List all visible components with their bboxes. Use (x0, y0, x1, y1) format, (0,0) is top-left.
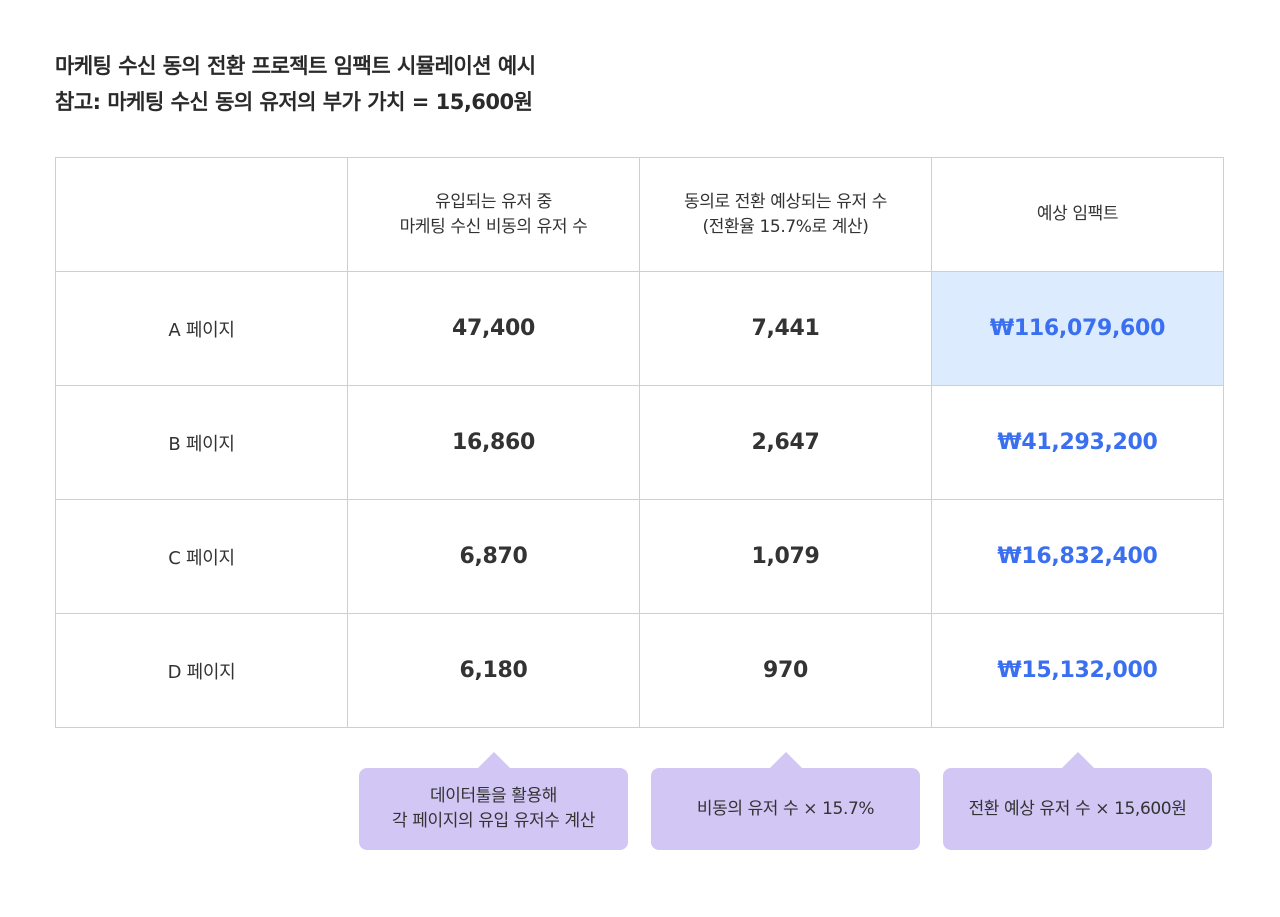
header-expected-impact: 예상 임팩트 (931, 157, 1224, 272)
callout-text-line: 비동의 유저 수 × 15.7% (696, 798, 875, 819)
table-header-row: 유입되는 유저 중 마케팅 수신 비동의 유저 수 동의로 전환 예상되는 유저… (55, 157, 1224, 272)
header-empty-cell (55, 157, 348, 272)
header-text-line: 유입되는 유저 중 (435, 191, 552, 212)
nonconsent-users-value: 6,870 (347, 499, 640, 614)
converted-users-value: 2,647 (639, 385, 932, 500)
header-text-line: 마케팅 수신 비동의 유저 수 (399, 216, 588, 237)
callout-text-line: 각 페이지의 유입 유저수 계산 (392, 811, 595, 831)
callout-conversion-formula: 비동의 유저 수 × 15.7% (651, 752, 920, 850)
callout-user-count-method: 데이터툴을 활용해 각 페이지의 유입 유저수 계산 (359, 752, 628, 850)
table-row: D 페이지 6,180 970 ₩15,132,000 (55, 613, 1224, 728)
header-text-line: 동의로 전환 예상되는 유저 수 (684, 191, 887, 212)
converted-users-value: 1,079 (639, 499, 932, 614)
header-expected-converted: 동의로 전환 예상되는 유저 수 (전환율 15.7%로 계산) (639, 157, 932, 272)
table-row: C 페이지 6,870 1,079 ₩16,832,400 (55, 499, 1224, 614)
converted-users-value: 970 (639, 613, 932, 728)
converted-users-value: 7,441 (639, 271, 932, 386)
header-text-line: (전환율 15.7%로 계산) (702, 216, 869, 237)
page-title: 마케팅 수신 동의 전환 프로젝트 임팩트 시뮬레이션 예시 (55, 54, 536, 78)
callout-text-line: 데이터툴을 활용해 (430, 786, 557, 806)
impact-value: ₩16,832,400 (931, 499, 1224, 614)
impact-value-highlighted: ₩116,079,600 (931, 271, 1224, 386)
page-heading: 마케팅 수신 동의 전환 프로젝트 임팩트 시뮬레이션 예시 참고: 마케팅 수… (55, 48, 536, 120)
nonconsent-users-value: 6,180 (347, 613, 640, 728)
row-label: D 페이지 (55, 613, 348, 728)
row-label: C 페이지 (55, 499, 348, 614)
header-text-line: 예상 임팩트 (1036, 204, 1119, 224)
callout-impact-formula: 전환 예상 유저 수 × 15,600원 (943, 752, 1212, 850)
nonconsent-users-value: 47,400 (347, 271, 640, 386)
impact-value: ₩41,293,200 (931, 385, 1224, 500)
row-label: A 페이지 (55, 271, 348, 386)
header-nonconsent-users: 유입되는 유저 중 마케팅 수신 비동의 유저 수 (347, 157, 640, 272)
impact-value: ₩15,132,000 (931, 613, 1224, 728)
page-subtitle: 참고: 마케팅 수신 동의 유저의 부가 가치 = 15,600원 (55, 90, 533, 114)
table-row: A 페이지 47,400 7,441 ₩116,079,600 (55, 271, 1224, 386)
row-label: B 페이지 (55, 385, 348, 500)
impact-simulation-table: 유입되는 유저 중 마케팅 수신 비동의 유저 수 동의로 전환 예상되는 유저… (55, 157, 1224, 728)
table-row: B 페이지 16,860 2,647 ₩41,293,200 (55, 385, 1224, 500)
callout-text-line: 전환 예상 유저 수 × 15,600원 (968, 798, 1187, 819)
nonconsent-users-value: 16,860 (347, 385, 640, 500)
